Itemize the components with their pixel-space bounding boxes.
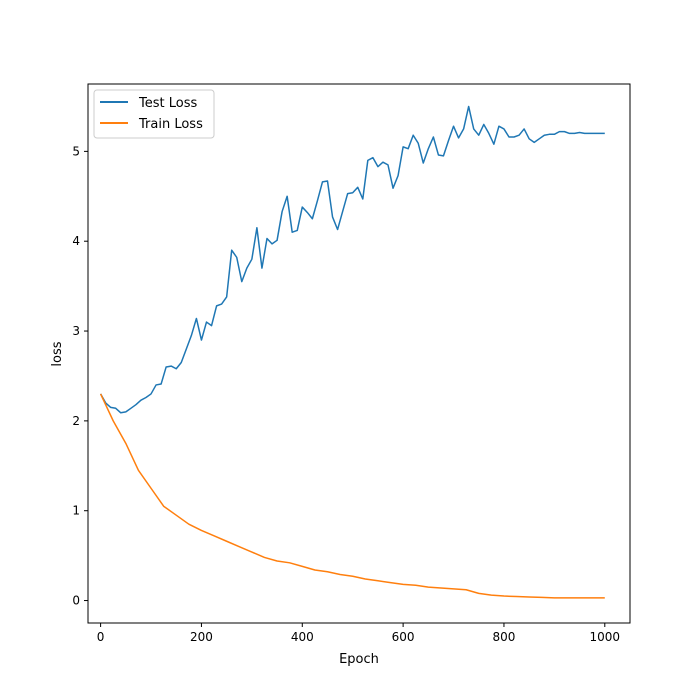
axes-frame [87,83,631,624]
legend: Test Loss Train Loss [93,89,215,139]
series-line-test-loss [99,105,605,414]
x-tick-label: 600 [392,630,415,644]
x-axis-label: Epoch [339,652,379,667]
series-line-train-loss [99,393,605,599]
y-tick-label: 3 [72,324,80,338]
y-tick-label: 4 [72,234,80,248]
plot-area [99,105,605,599]
x-axis-ticks: 0 200 400 600 800 1000 [97,623,620,644]
y-tick-label: 0 [72,594,80,608]
legend-label-test-loss: Test Loss [138,96,197,111]
x-tick-label: 800 [493,630,516,644]
legend-label-train-loss: Train Loss [138,117,203,132]
x-tick-label: 0 [97,630,105,644]
y-tick-label: 5 [72,144,80,158]
y-tick-label: 1 [72,504,80,518]
x-tick-label: 400 [291,630,314,644]
y-tick-label: 2 [72,414,80,428]
y-axis-ticks: 0 1 2 3 4 5 [72,144,88,608]
x-tick-label: 200 [190,630,213,644]
y-axis-label: loss [50,341,65,366]
x-tick-label: 1000 [590,630,621,644]
